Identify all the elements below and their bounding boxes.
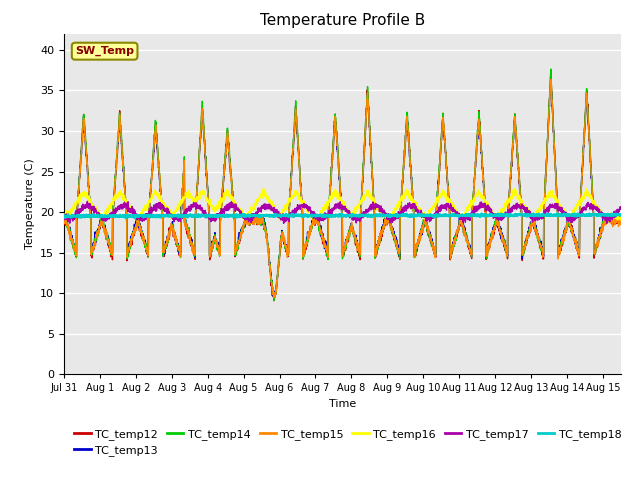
TC_temp15: [60, 217, 68, 223]
TC_temp13: [271, 294, 279, 300]
TC_temp14: [60, 213, 68, 219]
TC_temp18: [124, 212, 132, 217]
TC_temp16: [276, 218, 284, 224]
TC_temp14: [617, 217, 625, 223]
TC_temp14: [546, 84, 554, 90]
TC_temp17: [617, 204, 625, 210]
Line: TC_temp16: TC_temp16: [64, 188, 621, 221]
TC_temp13: [298, 196, 306, 202]
TC_temp18: [606, 212, 614, 217]
TC_temp15: [546, 88, 554, 94]
TC_temp13: [157, 187, 164, 192]
TC_temp16: [60, 216, 68, 222]
TC_temp16: [606, 210, 614, 216]
Text: SW_Temp: SW_Temp: [75, 46, 134, 56]
TC_temp16: [298, 199, 306, 205]
TC_temp13: [606, 218, 614, 224]
TC_temp12: [60, 214, 68, 220]
TC_temp15: [298, 198, 306, 204]
Legend: TC_temp12, TC_temp13, TC_temp14, TC_temp15, TC_temp16, TC_temp17, TC_temp18: TC_temp12, TC_temp13, TC_temp14, TC_temp…: [70, 424, 626, 460]
TC_temp17: [280, 220, 287, 226]
TC_temp13: [124, 248, 131, 254]
TC_temp14: [606, 216, 614, 222]
TC_temp12: [157, 184, 164, 190]
TC_temp12: [606, 217, 614, 223]
Line: TC_temp13: TC_temp13: [64, 80, 621, 297]
TC_temp12: [547, 72, 555, 78]
TC_temp13: [617, 216, 625, 222]
TC_temp12: [124, 252, 131, 258]
TC_temp14: [298, 200, 306, 205]
TC_temp16: [157, 194, 164, 200]
TC_temp18: [298, 212, 306, 218]
TC_temp12: [546, 88, 554, 94]
TC_temp17: [124, 204, 132, 210]
X-axis label: Time: Time: [329, 399, 356, 409]
TC_temp18: [122, 216, 130, 221]
TC_temp14: [124, 249, 131, 255]
TC_temp17: [298, 203, 306, 209]
TC_temp15: [274, 270, 282, 276]
Line: TC_temp15: TC_temp15: [64, 80, 621, 297]
TC_temp13: [274, 267, 282, 273]
TC_temp16: [617, 212, 625, 217]
TC_temp17: [84, 198, 92, 204]
TC_temp12: [298, 201, 306, 207]
TC_temp18: [617, 212, 625, 217]
TC_temp14: [270, 298, 278, 303]
TC_temp18: [497, 210, 505, 216]
TC_temp13: [60, 216, 68, 222]
TC_temp12: [617, 220, 625, 226]
TC_temp15: [547, 77, 555, 83]
TC_temp12: [274, 273, 282, 279]
Line: TC_temp17: TC_temp17: [64, 201, 621, 223]
TC_temp16: [274, 211, 282, 216]
Line: TC_temp18: TC_temp18: [64, 213, 621, 218]
TC_temp17: [547, 204, 554, 210]
TC_temp14: [157, 185, 164, 191]
TC_temp18: [60, 213, 68, 218]
TC_temp18: [157, 213, 164, 218]
TC_temp17: [157, 204, 164, 209]
TC_temp13: [547, 77, 555, 83]
TC_temp16: [260, 185, 268, 191]
TC_temp15: [617, 222, 625, 228]
Title: Temperature Profile B: Temperature Profile B: [260, 13, 425, 28]
TC_temp15: [271, 294, 279, 300]
TC_temp17: [60, 215, 68, 220]
TC_temp12: [270, 298, 278, 303]
TC_temp18: [274, 212, 282, 217]
TC_temp15: [124, 251, 131, 257]
TC_temp16: [547, 191, 554, 197]
TC_temp13: [546, 88, 554, 94]
TC_temp14: [547, 66, 555, 72]
TC_temp15: [157, 188, 164, 193]
Line: TC_temp14: TC_temp14: [64, 69, 621, 300]
Y-axis label: Temperature (C): Temperature (C): [24, 158, 35, 250]
TC_temp17: [274, 212, 282, 217]
TC_temp17: [606, 218, 614, 224]
TC_temp15: [606, 215, 614, 221]
TC_temp18: [547, 213, 554, 219]
Line: TC_temp12: TC_temp12: [64, 75, 621, 300]
TC_temp14: [274, 272, 282, 277]
TC_temp16: [124, 201, 131, 207]
